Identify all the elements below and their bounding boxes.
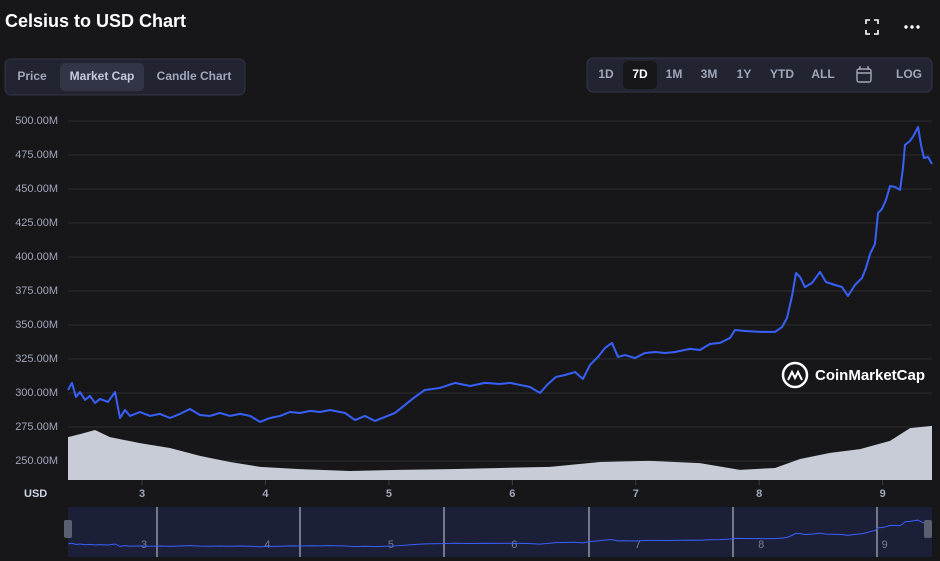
range-button[interactable]: 1D	[598, 67, 614, 81]
y-tick-label: 425.00M	[15, 217, 58, 229]
navigator-content: 3 4 5 6 7 8 9	[67, 507, 933, 557]
y-tick-label: 275.00M	[15, 421, 58, 433]
navigator-tick-label: 6	[511, 539, 517, 551]
plot: 250.00M 275.00M 300.00M 325.00M 350.00M 375.0…	[15, 115, 933, 500]
y-tick-label: 325.00M	[15, 353, 58, 365]
active-tab-bg	[60, 63, 144, 91]
navigator-tick-label: 9	[882, 539, 888, 551]
navigator-tick-label: 5	[388, 539, 394, 551]
range-button[interactable]: 7D	[632, 67, 648, 81]
range-button[interactable]: 1Y	[737, 67, 752, 81]
y-tick-label: 500.00M	[15, 115, 58, 127]
range-button[interactable]: ALL	[811, 67, 834, 81]
watermark: CoinMarketCap	[781, 361, 925, 389]
fullscreen-icon[interactable]	[865, 19, 879, 35]
active-range-bg	[623, 61, 657, 89]
y-tick-label: 375.00M	[15, 285, 58, 297]
range-button[interactable]: 3M	[701, 67, 718, 81]
calendar-icon[interactable]	[856, 66, 872, 83]
x-tick-label: 5	[386, 488, 392, 500]
log-button[interactable]: LOG	[896, 67, 922, 81]
y-tick-label: 450.00M	[15, 183, 58, 195]
x-tick-label: 3	[139, 488, 145, 500]
watermark-text: CoinMarketCap	[815, 367, 925, 384]
navigator-tick-label: 4	[264, 539, 270, 551]
tab[interactable]: Candle Chart	[157, 69, 232, 83]
range-button[interactable]: 1M	[666, 67, 683, 81]
navigator-tick-label: 7	[635, 539, 641, 551]
range-group	[586, 57, 933, 93]
navigator	[68, 507, 932, 557]
x-tick-label: 8	[756, 488, 762, 500]
price-line	[67, 125, 933, 423]
more-icon[interactable]	[904, 25, 920, 29]
y-axis-unit: USD	[24, 488, 47, 500]
navigator-line	[67, 519, 933, 548]
navigator-tick-label: 3	[141, 539, 147, 551]
x-tick-label: 4	[262, 488, 269, 500]
y-tick-label: 250.00M	[15, 455, 58, 467]
range-button[interactable]: YTD	[770, 67, 794, 81]
y-tick-label: 400.00M	[15, 251, 58, 263]
x-tick-label: 7	[633, 488, 639, 500]
chart-title: Celsius to USD Chart	[5, 11, 186, 31]
x-tick-label: 9	[880, 488, 886, 500]
y-tick-label: 475.00M	[15, 149, 58, 161]
y-tick-label: 300.00M	[15, 387, 58, 399]
y-tick-label: 350.00M	[15, 319, 58, 331]
navigator-handle[interactable]	[924, 520, 932, 538]
navigator-tick-label: 8	[758, 539, 764, 551]
tab[interactable]: Market Cap	[70, 69, 135, 83]
tab[interactable]: Price	[17, 69, 47, 83]
x-tick-label: 6	[509, 488, 515, 500]
volume-area	[68, 425, 932, 480]
navigator-handle[interactable]	[64, 520, 72, 538]
